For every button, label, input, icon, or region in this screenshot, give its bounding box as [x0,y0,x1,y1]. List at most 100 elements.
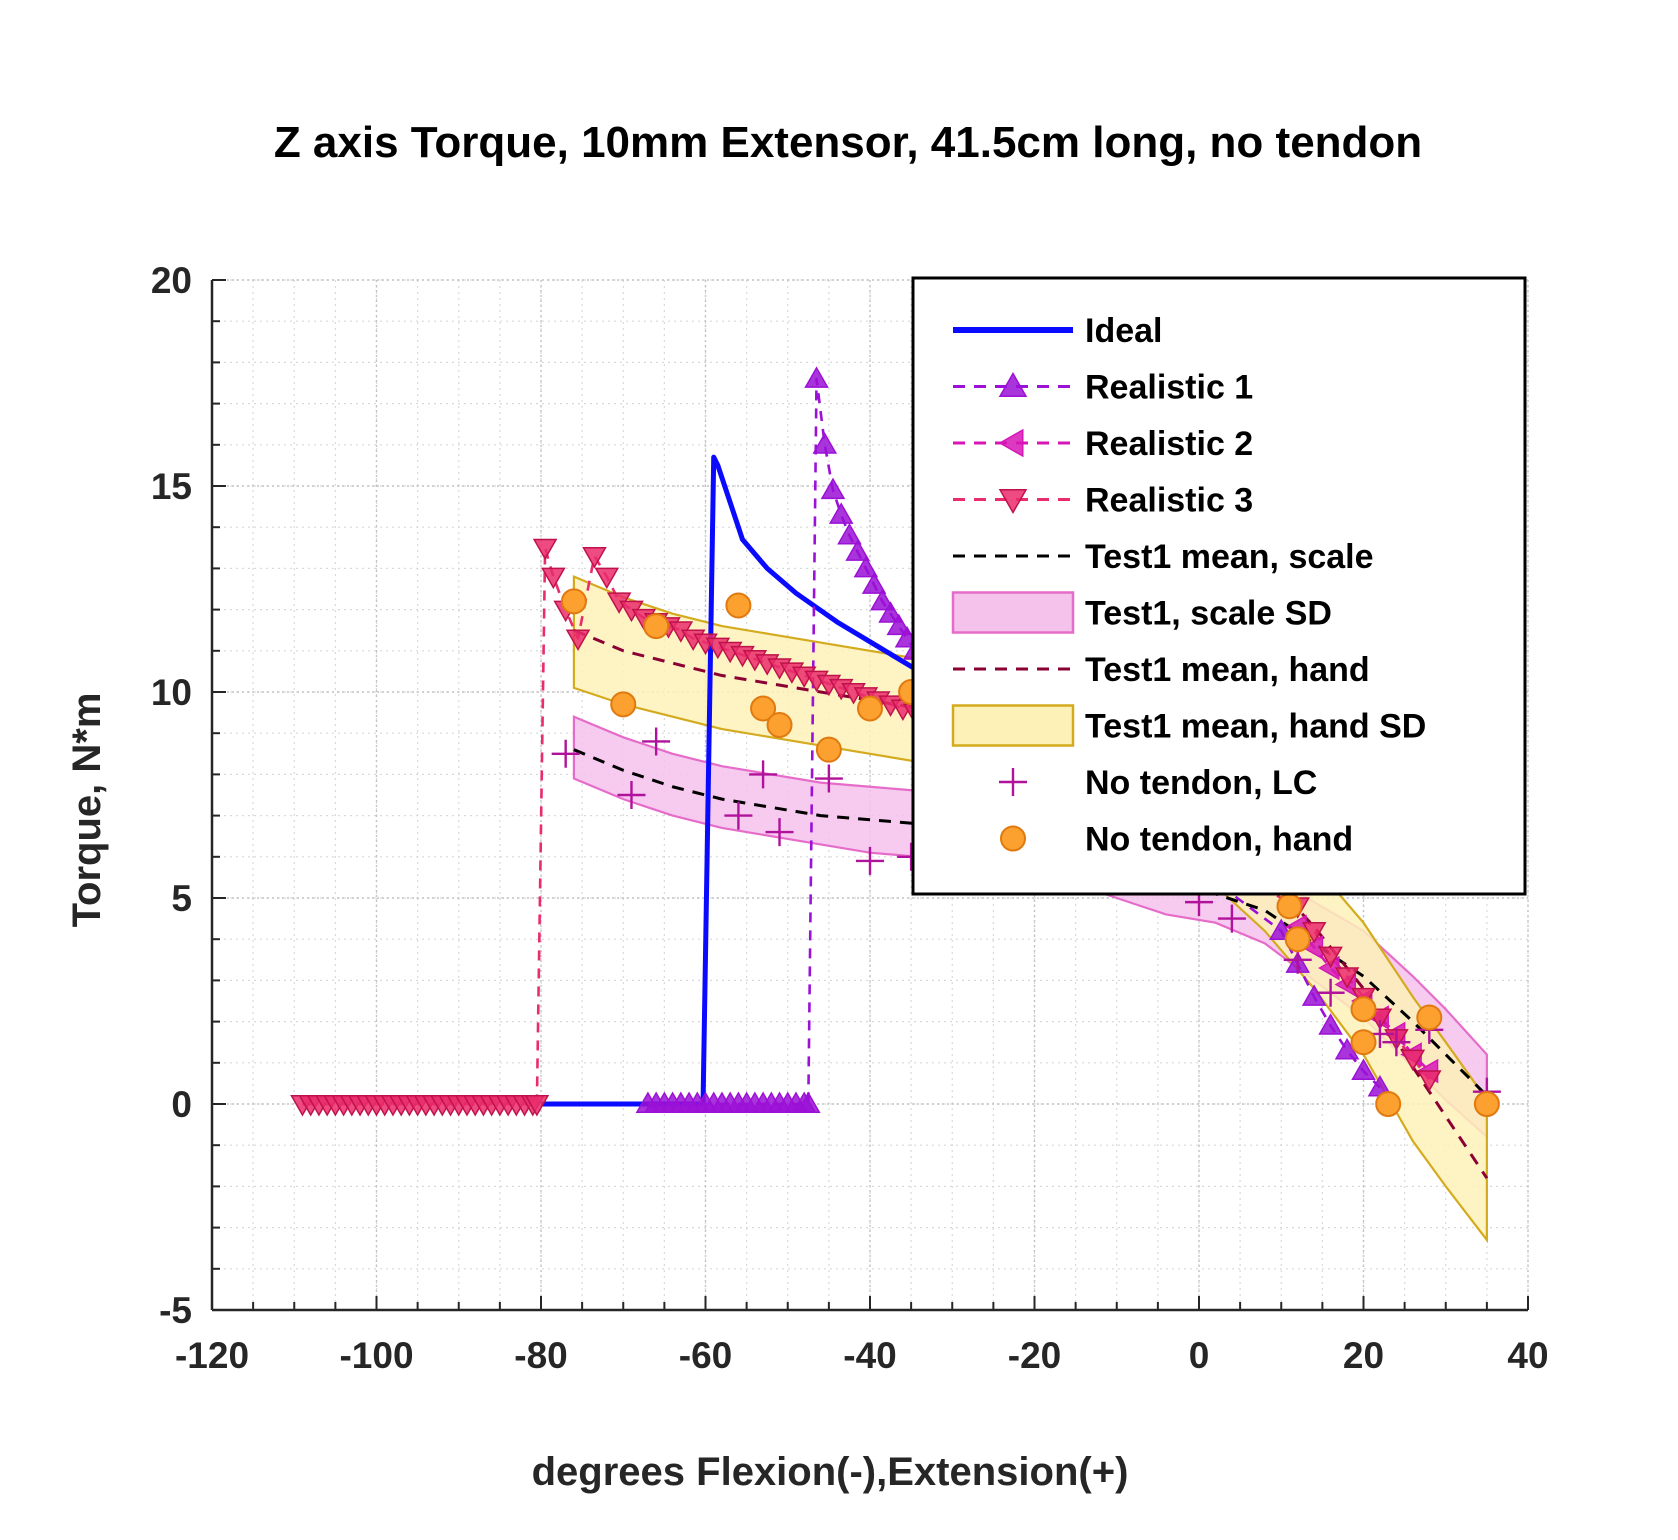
marker-no-tendon-lc [814,764,843,793]
marker-realistic-1 [1318,1013,1343,1035]
x-tick-label: 40 [1507,1335,1548,1376]
y-tick-label: 0 [171,1084,192,1125]
legend-item: Realistic 2 [953,425,1253,463]
sd-bands [572,574,1488,1244]
marker-realistic-1 [853,555,879,578]
marker-no-tendon-lc [1316,978,1345,1007]
marker-realistic-3 [541,567,566,590]
marker-no-tendon-lc [617,781,646,809]
marker-no-tendon-hand [725,592,752,619]
marker-no-tendon-lc [642,727,671,756]
x-tick-label: -80 [514,1335,567,1376]
legend-item: Test1 mean, hand [953,651,1370,689]
marker-realistic-3 [532,538,558,561]
y-tick-label: -5 [159,1290,192,1331]
marker-no-tendon-hand [766,711,793,738]
y-tick-label: 15 [151,466,192,507]
legend-label: Test1, scale SD [1085,595,1332,633]
marker-realistic-1 [1301,984,1327,1006]
legend-marker [998,371,1028,397]
legend-item: Realistic 1 [953,369,1253,407]
legend-item: Test1 mean, hand SD [951,704,1426,747]
marker-no-tendon-lc [1382,1028,1411,1057]
marker-no-tendon-lc [551,739,580,768]
marker-realistic-1 [804,366,829,388]
marker-no-tendon-hand [1416,1004,1443,1031]
x-axis-label: degrees Flexion(-),Extension(+) [532,1450,1129,1494]
marker-realistic-1 [820,477,846,500]
legend-label: Realistic 3 [1085,482,1253,520]
marker-no-tendon-hand [1284,926,1311,953]
legend: Ideal Realistic 1 Realistic 2 Realistic 3 Te… [911,276,1527,896]
legend-label: No tendon, hand [1085,821,1353,859]
marker-realistic-3 [1417,1070,1442,1092]
marker-realistic-1 [886,613,912,636]
marker-realistic-1 [837,522,862,545]
marker-no-tendon-lc [1217,904,1246,933]
marker-no-tendon-hand [750,695,777,722]
chart-title: Z axis Torque, 10mm Extensor, 41.5cm lon… [274,118,1422,167]
y-tick-label: 5 [171,878,192,919]
legend-label: Test1 mean, hand SD [1085,708,1426,746]
legend-item: No tendon, hand [1000,821,1353,859]
legend-label: Test1 mean, scale [1085,538,1374,576]
marker-realistic-1 [861,572,887,594]
marker-no-tendon-hand [815,736,842,763]
marker-no-tendon-hand [560,588,587,615]
marker-no-tendon-hand [1350,996,1377,1023]
marker-no-tendon-hand [857,695,883,722]
legend-item: Realistic 3 [953,482,1253,520]
marker-realistic-3 [582,547,607,569]
marker-no-tendon-hand [1473,1091,1500,1117]
series-markers [290,366,1501,1117]
x-tick-label: 0 [1189,1335,1210,1376]
y-axis-label: Torque, N*m [65,693,109,928]
marker-realistic-3 [594,567,620,590]
marker-realistic-1 [870,588,895,611]
x-tick-label: -60 [679,1335,732,1376]
legend-label: No tendon, LC [1085,764,1317,802]
legend-label: Ideal [1085,312,1162,350]
marker-no-tendon-hand [1375,1091,1402,1117]
legend-item: Test1 mean, scale [953,538,1374,576]
legend-label: Realistic 1 [1085,369,1253,407]
marker-no-tendon-hand [1276,893,1303,920]
legend-marker [999,768,1027,796]
marker-realistic-3 [1318,946,1343,969]
legend-swatch [951,591,1075,634]
marker-no-tendon-lc [749,760,778,789]
marker-no-tendon-hand [1350,1029,1377,1056]
marker-no-tendon-lc [765,818,794,847]
marker-no-tendon-lc [724,801,753,830]
marker-no-tendon-hand [610,691,637,718]
x-tick-label: -40 [843,1335,896,1376]
legend-marker [998,489,1028,515]
marker-realistic-1 [828,502,854,524]
marker-realistic-3 [524,1095,550,1117]
y-tick-label: 10 [151,672,192,713]
band-test1-mean-hand-sd [572,574,1488,1244]
marker-realistic-3 [1334,967,1360,989]
legend-swatch [951,704,1075,747]
marker-realistic-1 [845,539,870,561]
marker-realistic-3 [1400,1049,1426,1072]
axes: -120 -100 -80 -60 -40 -20 0 20 40 -5 0 5 10 15 20 [151,260,1549,1376]
x-tick-label: -120 [175,1335,249,1376]
legend-marker [1000,825,1026,852]
legend-item: Ideal [953,312,1162,350]
x-tick-label: -100 [339,1335,413,1376]
marker-realistic-3 [565,629,591,651]
marker-realistic-1 [878,601,903,623]
legend-item: Test1, scale SD [951,591,1332,634]
legend-label: Test1 mean, hand [1085,651,1370,689]
marker-no-tendon-hand [643,613,670,640]
marker-no-tendon-lc [856,846,884,875]
legend-item: No tendon, LC [999,764,1317,802]
marker-realistic-1 [812,432,838,454]
marker-realistic-1 [796,1091,821,1113]
x-tick-label: 20 [1343,1335,1384,1376]
legend-marker [998,428,1024,458]
y-tick-label: 20 [151,260,192,301]
marker-realistic-1 [1351,1058,1376,1081]
